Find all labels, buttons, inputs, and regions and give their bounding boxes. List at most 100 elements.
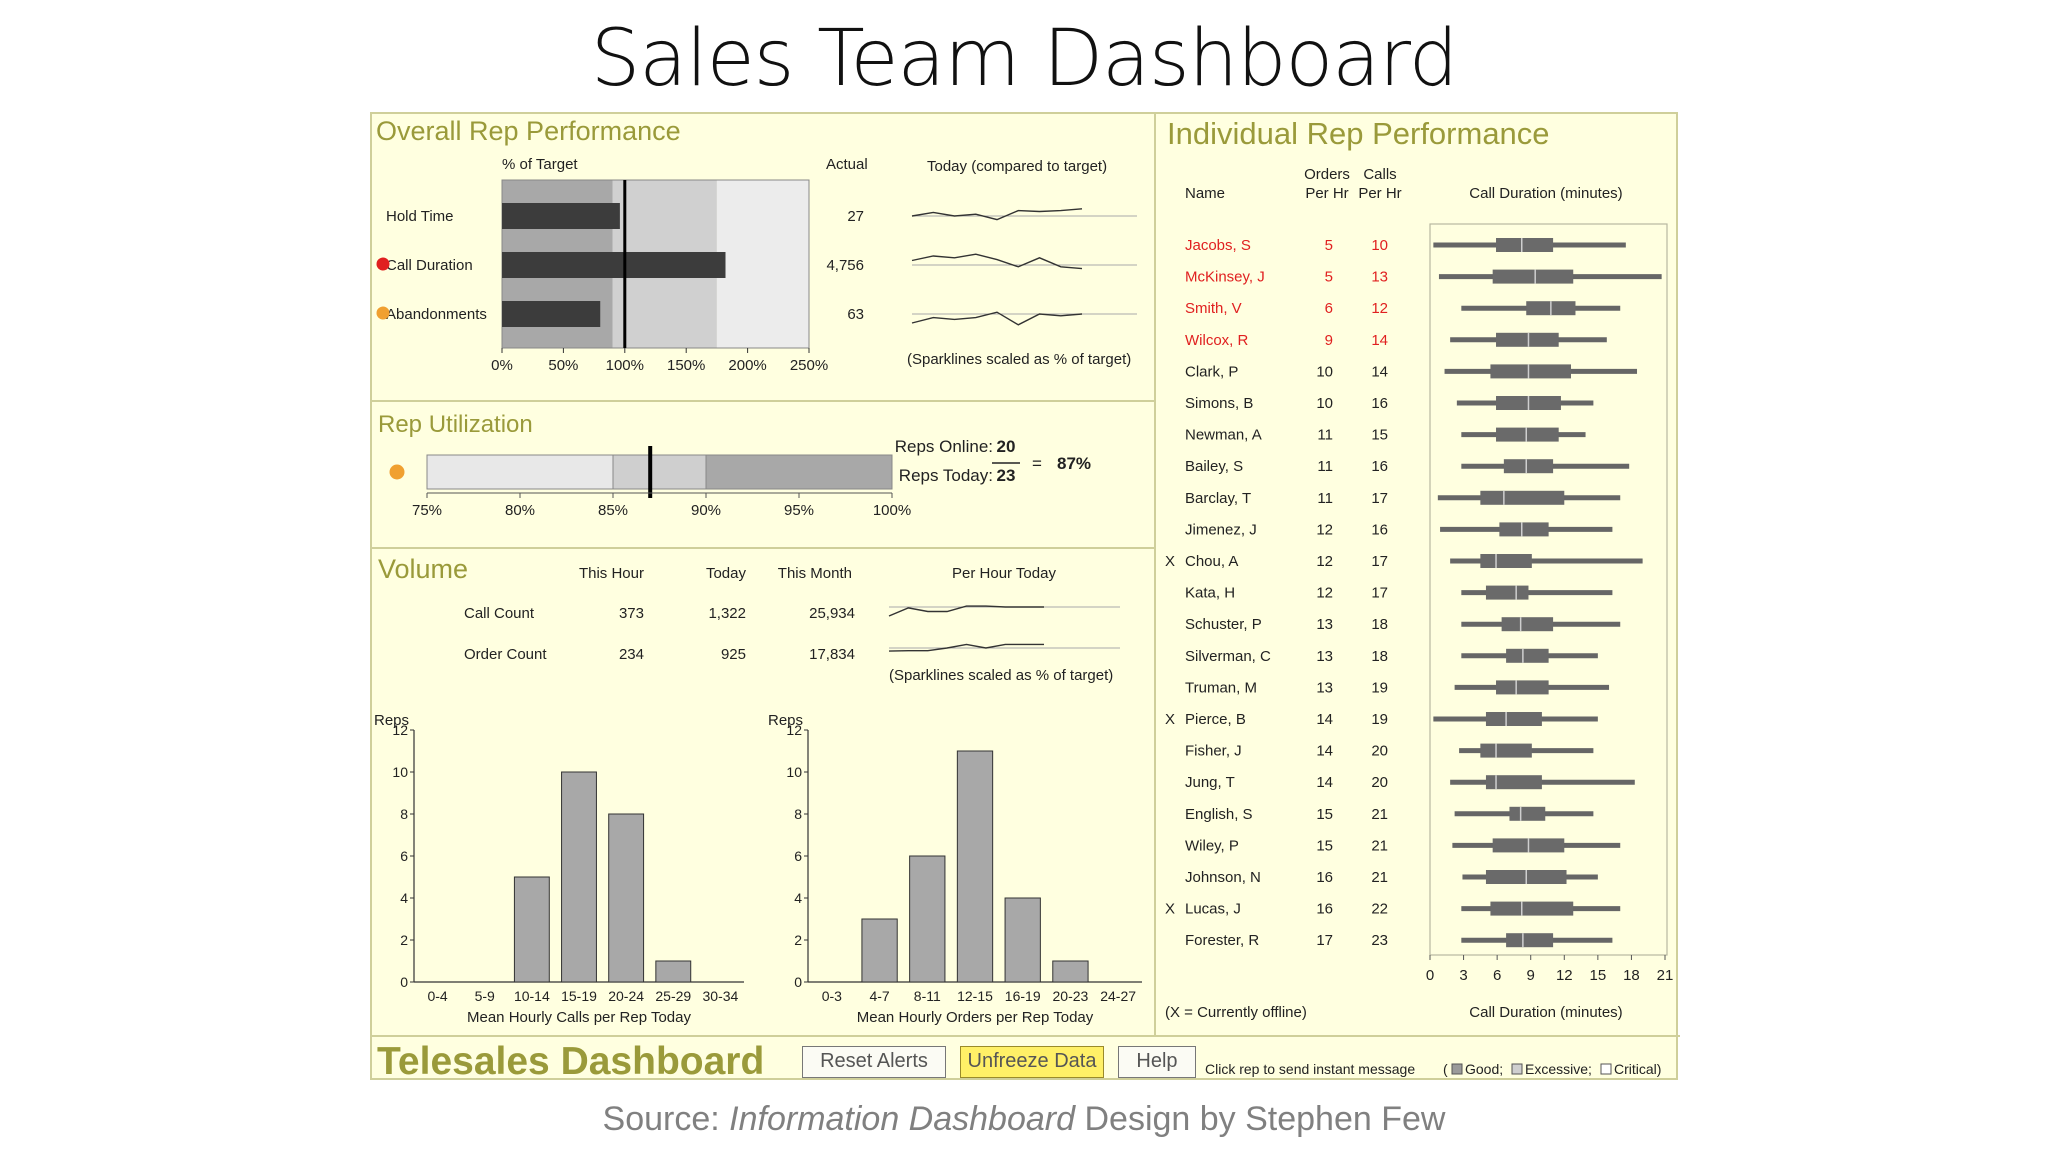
reset-alerts-button[interactable]: Reset Alerts	[802, 1046, 946, 1078]
rep-duration-box	[1480, 554, 1532, 568]
duration-tick-label: 18	[1623, 967, 1640, 984]
overall-row-label: Call Duration	[386, 257, 473, 274]
hist-ylabel: Reps	[768, 712, 803, 729]
duration-axis: 0 3 6 9 12 15 18 21	[1426, 955, 1674, 984]
rep-name: Truman, M	[1185, 679, 1257, 696]
hist-category-label: 8-11	[914, 988, 941, 1004]
utilization-panel: Rep Utilization 75% 80% 85% 90% 95% 100% Reps…	[378, 411, 1091, 519]
hist-category-label: 24-27	[1100, 988, 1136, 1004]
hist-category-label: 15-19	[561, 988, 597, 1004]
overall-sparkline-note: (Sparklines scaled as % of target)	[907, 351, 1131, 368]
rep-duration-box	[1496, 680, 1549, 695]
volume-header-perhour: Per Hour Today	[952, 565, 1056, 582]
footer-legend-good: Good;	[1465, 1061, 1503, 1077]
rep-name: Clark, P	[1185, 363, 1238, 380]
footer-legend-critical: Critical)	[1614, 1061, 1661, 1077]
footer-legend-open: (	[1443, 1061, 1448, 1077]
rep-duration-box	[1490, 364, 1571, 379]
unfreeze-data-button[interactable]: Unfreeze Data	[960, 1046, 1104, 1078]
today-header: Today (compared to target)	[927, 158, 1107, 175]
volume-panel: Volume This Hour Today This Month Per Ho…	[374, 554, 1142, 1026]
col-orders-header-2: Per Hr	[1305, 185, 1348, 202]
overall-row-label: Hold Time	[386, 208, 454, 225]
rep-name: Wilcox, R	[1185, 332, 1249, 349]
rep-duration-box	[1496, 427, 1559, 442]
hist-category-label: 5-9	[475, 988, 495, 1004]
rep-rows: Jacobs, S 5 10 McKinsey, J 5 13 Smith, V 6 12 Wil…	[1165, 237, 1662, 949]
rep-calls: 13	[1371, 269, 1388, 286]
help-button[interactable]: Help	[1118, 1046, 1196, 1078]
equals-sign: =	[1032, 454, 1042, 473]
rep-orders: 13	[1316, 648, 1333, 665]
legend-good-swatch	[1451, 1063, 1463, 1075]
util-tick-label: 80%	[505, 502, 535, 519]
rep-orders: 9	[1325, 332, 1333, 349]
rep-orders: 10	[1316, 395, 1333, 412]
rep-calls: 14	[1371, 363, 1388, 380]
hist-ytick-label: 0	[794, 974, 802, 990]
hist-xlabel: Mean Hourly Orders per Rep Today	[857, 1009, 1094, 1026]
rep-orders: 13	[1316, 679, 1333, 696]
rep-calls: 21	[1371, 806, 1388, 823]
rep-calls: 14	[1371, 332, 1388, 349]
rep-name: McKinsey, J	[1185, 269, 1265, 286]
hist-ytick-label: 8	[794, 806, 802, 822]
rep-calls: 22	[1371, 901, 1388, 918]
overall-bar-2	[502, 301, 601, 327]
overall-sparkline	[911, 253, 1083, 270]
overall-tick-label: 250%	[790, 357, 828, 374]
volume-sparklines	[888, 605, 1120, 652]
dashboard: Overall Rep Performance % of Target Actu…	[370, 112, 1680, 1082]
duration-tick-label: 0	[1426, 967, 1434, 984]
rep-name: Bailey, S	[1185, 458, 1243, 475]
hist-category-label: 20-23	[1053, 988, 1089, 1004]
rep-name: Newman, A	[1185, 427, 1262, 444]
hist-category-label: 4-7	[869, 988, 889, 1004]
util-range-2	[705, 454, 893, 490]
call-count-month: 25,934	[809, 605, 855, 622]
volume-header-month: This Month	[778, 565, 852, 582]
footer-title: Telesales Dashboard	[377, 1040, 764, 1082]
rep-name: Johnson, N	[1185, 869, 1261, 886]
hist-category-label: 0-4	[427, 988, 447, 1004]
util-range-0	[426, 454, 614, 490]
hist-bar	[1052, 960, 1089, 983]
hist-category-label: 20-24	[608, 988, 644, 1004]
hist-ytick-label: 2	[794, 932, 802, 948]
rep-orders: 12	[1316, 521, 1333, 538]
rep-calls: 18	[1371, 648, 1388, 665]
rep-calls: 23	[1371, 932, 1388, 949]
rep-orders: 11	[1317, 458, 1333, 475]
rep-calls: 20	[1371, 774, 1388, 791]
rep-orders: 16	[1316, 901, 1333, 918]
rep-calls: 21	[1371, 837, 1388, 854]
reps-online-value: 20	[997, 437, 1016, 456]
util-tick-label: 95%	[784, 502, 814, 519]
duration-tick-label: 21	[1657, 967, 1674, 984]
rep-calls: 18	[1371, 616, 1388, 633]
rep-name: Lucas, J	[1185, 901, 1241, 918]
rep-duration-box	[1492, 269, 1574, 284]
hist-ytick-label: 4	[794, 890, 802, 906]
rep-name: Jimenez, J	[1185, 521, 1257, 538]
hist-ytick-label: 6	[794, 848, 802, 864]
rep-name: Jacobs, S	[1185, 237, 1251, 254]
overall-sparkline	[911, 311, 1083, 326]
reps-today-value: 23	[997, 466, 1016, 485]
rep-duration-box	[1485, 775, 1542, 790]
slide-title: Sales Team Dashboard	[590, 14, 1459, 104]
rep-calls: 16	[1371, 458, 1388, 475]
util-range-1	[612, 454, 707, 490]
footer: Telesales Dashboard Click rep to send in…	[377, 1040, 1661, 1082]
rep-name: Fisher, J	[1185, 743, 1242, 760]
util-tick-label: 85%	[598, 502, 628, 519]
volume-sparkline	[888, 605, 1044, 617]
volume-sparkline	[888, 643, 1044, 652]
col-calls-header-2: Per Hr	[1358, 185, 1401, 202]
overall-bar-1	[502, 252, 726, 278]
rep-name: Chou, A	[1185, 553, 1238, 570]
order-count-today: 925	[721, 646, 746, 663]
hist-bar	[561, 771, 597, 983]
dashboard-canvas: Overall Rep Performance % of Target Actu…	[372, 114, 1680, 1082]
order-count-month: 17,834	[809, 646, 855, 663]
